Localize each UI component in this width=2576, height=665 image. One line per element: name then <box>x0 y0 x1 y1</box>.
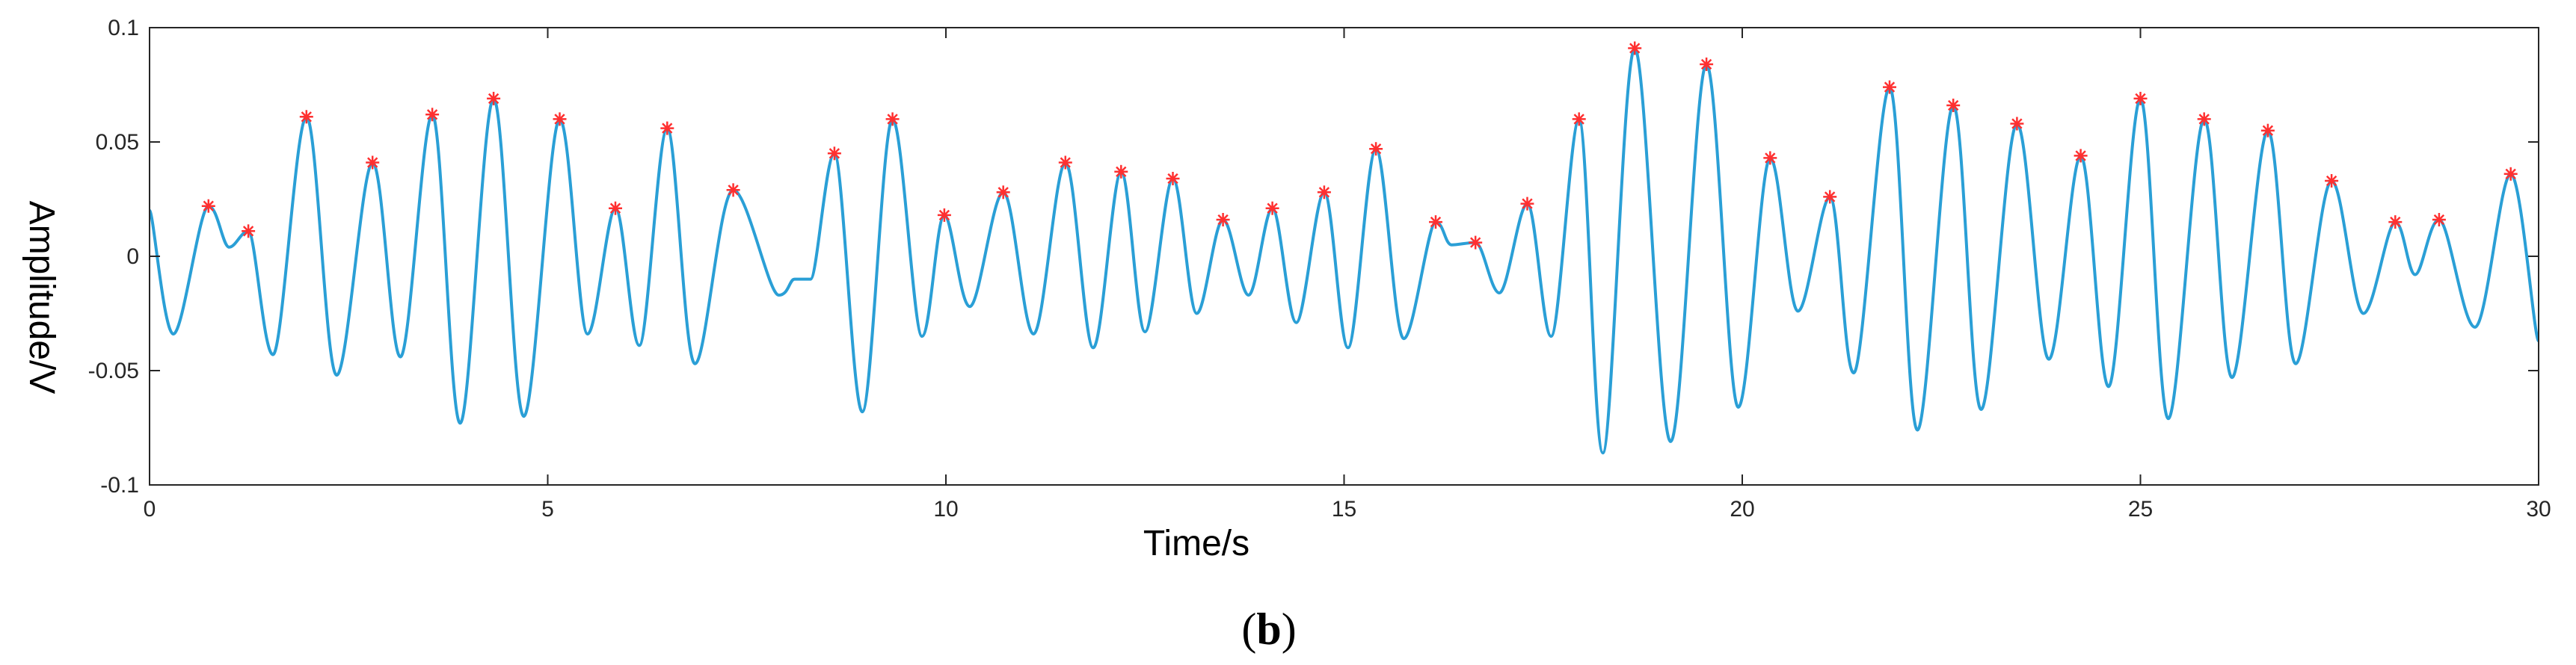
peak-marker <box>1823 190 1837 204</box>
peak-marker <box>996 185 1010 200</box>
peak-marker <box>1058 155 1072 170</box>
panel-label: (b) <box>1241 604 1296 654</box>
x-tick-label: 10 <box>933 497 958 522</box>
peak-marker <box>1166 172 1180 185</box>
peak-marker <box>1114 164 1128 179</box>
peak-marker <box>1369 142 1383 156</box>
peak-marker <box>1520 197 1534 211</box>
peak-marker <box>2388 215 2403 229</box>
x-tick-label: 5 <box>541 497 554 522</box>
peak-marker <box>827 146 841 161</box>
peak-marker <box>1429 215 1442 229</box>
panel-label-open: ( <box>1241 604 1256 654</box>
peak-marker <box>425 108 440 122</box>
y-tick-label: -0.1 <box>100 473 139 498</box>
peak-marker <box>1469 235 1483 250</box>
peak-marker <box>660 121 674 135</box>
peak-marker <box>1265 201 1279 215</box>
y-tick-label: 0 <box>126 244 139 269</box>
panel-label-close: ) <box>1282 604 1297 654</box>
peak-marker <box>1216 213 1230 226</box>
peak-marker <box>937 208 951 222</box>
peak-marker <box>885 112 900 126</box>
y-tick-label: -0.05 <box>88 359 139 383</box>
y-tick-label: 0.05 <box>96 130 139 155</box>
peak-marker <box>299 110 313 124</box>
peak-marker <box>201 199 215 213</box>
peak-marker <box>487 91 501 105</box>
x-tick-label: 25 <box>2128 497 2153 522</box>
peak-marker <box>726 183 740 197</box>
peak-marker <box>2010 117 2024 131</box>
peak-marker <box>1572 112 1586 126</box>
peak-marker <box>2432 213 2446 226</box>
tick-layer: 0 5 10 15 20 25 30 -0.1 -0.05 0 0.05 0.1 <box>88 16 2551 522</box>
x-axis-title: Time/s <box>1143 524 1249 563</box>
peak-marker <box>1883 80 1896 94</box>
series-line <box>148 46 2540 455</box>
peak-marker <box>2133 91 2148 105</box>
peak-marker <box>2197 112 2211 126</box>
peak-marker <box>2074 149 2088 163</box>
series-layer <box>148 46 2540 455</box>
peak-marker <box>609 201 622 215</box>
x-tick-label: 0 <box>144 497 156 522</box>
peak-marker <box>242 224 256 238</box>
peak-marker <box>1946 99 1961 112</box>
peak-marker <box>1317 185 1331 200</box>
x-tick-label: 20 <box>1730 497 1754 522</box>
peak-marker <box>1700 58 1714 71</box>
panel-label-letter: b <box>1256 604 1281 654</box>
peak-marker <box>2503 167 2518 181</box>
y-tick-label: 0.1 <box>108 16 139 40</box>
peak-marker <box>1628 41 1642 55</box>
x-tick-label: 15 <box>1332 497 1356 522</box>
y-axis-title: Amplitude/V <box>22 201 61 395</box>
peak-marker <box>1763 151 1777 165</box>
peak-marker <box>2325 174 2339 188</box>
peak-marker <box>553 112 567 126</box>
peak-marker <box>2260 123 2275 137</box>
x-tick-label: 30 <box>2526 497 2551 522</box>
peak-marker-layer <box>201 41 2518 250</box>
peak-marker <box>366 155 380 170</box>
